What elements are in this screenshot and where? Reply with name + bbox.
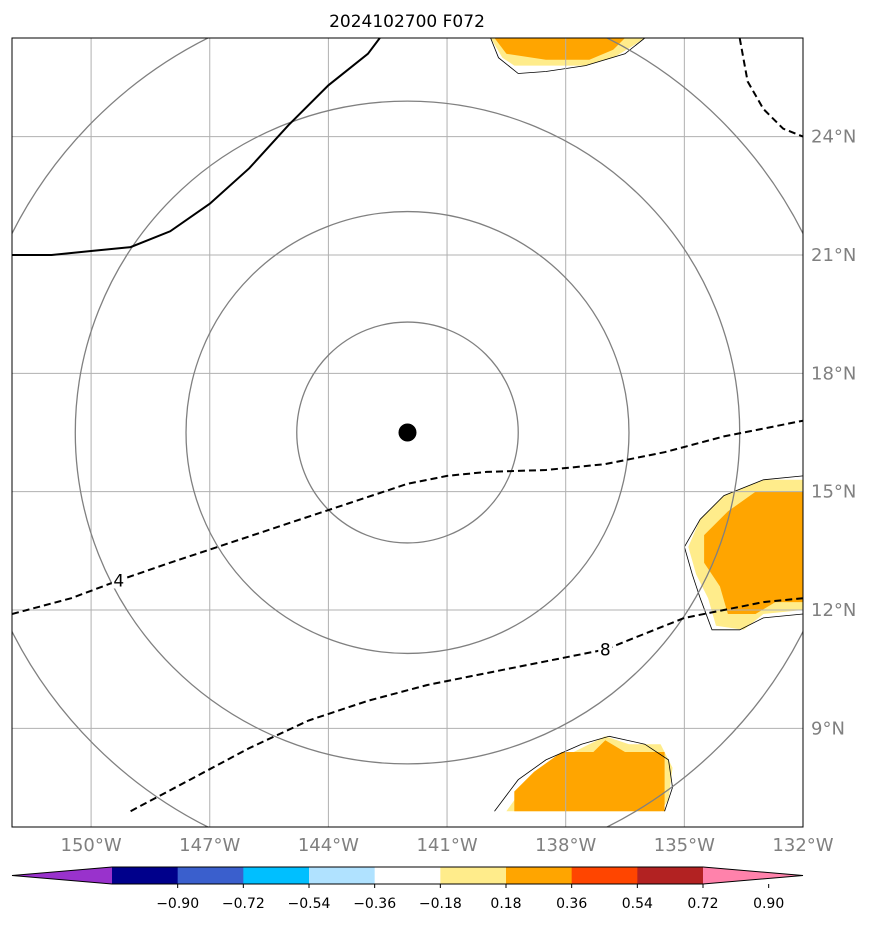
map-frame bbox=[11, 37, 804, 828]
longitude-label: 135°W bbox=[654, 835, 715, 856]
chart-title: 2024102700 F072 bbox=[329, 12, 485, 32]
latitude-label: 18°N bbox=[811, 363, 856, 384]
longitude-label: 138°W bbox=[535, 835, 596, 856]
colorbar-swatch bbox=[112, 867, 179, 884]
latitude-labels: 9°N 12°N 15°N 18°N 21°N 24°N bbox=[811, 127, 856, 740]
longitude-labels: 150°W 147°W 144°W 141°W 138°W 135°W 132°W bbox=[61, 835, 834, 856]
colorbar-swatch bbox=[637, 867, 704, 884]
range-ring bbox=[185, 210, 630, 655]
longitude-label: 144°W bbox=[298, 835, 359, 856]
dashed-contour bbox=[12, 419, 803, 615]
dashed-contour bbox=[130, 597, 803, 813]
contour-label-bg bbox=[598, 639, 613, 658]
colorbar-tick-label: 0.54 bbox=[622, 896, 653, 912]
range-ring bbox=[296, 321, 519, 544]
storm-center-marker bbox=[398, 423, 417, 442]
colorbar-tick-label: 0.90 bbox=[753, 896, 784, 912]
colorbar-tick-label: 0.36 bbox=[556, 896, 587, 912]
colorbar: −0.90 −0.72 −0.54 −0.36 −0.18 0.18 0.36 0.54 0.7… bbox=[11, 866, 804, 912]
map-area: 48 150°W 147°W 144°W 141°W 138°W 135°W 132°W 9… bbox=[11, 37, 856, 856]
colorbar-tick-label: −0.36 bbox=[353, 896, 396, 912]
longitude-label: 141°W bbox=[416, 835, 477, 856]
colorbar-tick-label: −0.90 bbox=[156, 896, 199, 912]
colorbar-swatch bbox=[571, 867, 638, 884]
longitude-label: 147°W bbox=[179, 835, 240, 856]
graticule bbox=[12, 38, 803, 827]
contour-label: 8 bbox=[600, 640, 611, 660]
contour-label-bg bbox=[111, 570, 126, 589]
latitude-label: 12°N bbox=[811, 600, 856, 621]
storm-marker-layer bbox=[398, 423, 417, 442]
shade-outline bbox=[683, 475, 803, 631]
longitude-label: 150°W bbox=[61, 835, 122, 856]
colorbar-swatch bbox=[506, 867, 573, 884]
colorbar-extend-high bbox=[703, 867, 803, 884]
colorbar-outline bbox=[11, 866, 804, 885]
colorbar-tick-label: −0.54 bbox=[288, 896, 331, 912]
colorbar-swatch bbox=[243, 867, 310, 884]
colorbar-swatch bbox=[177, 867, 244, 884]
colorbar-swatch bbox=[374, 867, 441, 884]
colorbar-extend-low bbox=[12, 867, 112, 884]
shade-outline bbox=[494, 735, 673, 812]
colorbar-tick-label: 0.18 bbox=[490, 896, 521, 912]
colorbar-tick-label: 0.72 bbox=[687, 896, 718, 912]
latitude-label: 15°N bbox=[811, 482, 856, 503]
latitude-label: 9°N bbox=[811, 718, 845, 739]
colorbar-tick-label: −0.18 bbox=[419, 896, 462, 912]
colorbar-swatch bbox=[440, 867, 507, 884]
contours: 48 bbox=[12, 38, 803, 813]
shaded-region bbox=[704, 491, 803, 614]
colorbar-tick-label: −0.72 bbox=[222, 896, 265, 912]
dashed-contour bbox=[738, 38, 803, 138]
latitude-label: 24°N bbox=[811, 127, 856, 148]
latitude-label: 21°N bbox=[811, 245, 856, 266]
solid-contour bbox=[12, 38, 381, 256]
shaded-region bbox=[514, 740, 665, 812]
colorbar-swatch bbox=[309, 867, 376, 884]
shaded-regions bbox=[490, 38, 803, 812]
longitude-label: 132°W bbox=[772, 835, 833, 856]
contour-label: 4 bbox=[113, 571, 124, 591]
shaded-region bbox=[494, 38, 625, 60]
shade-outline bbox=[490, 38, 646, 74]
